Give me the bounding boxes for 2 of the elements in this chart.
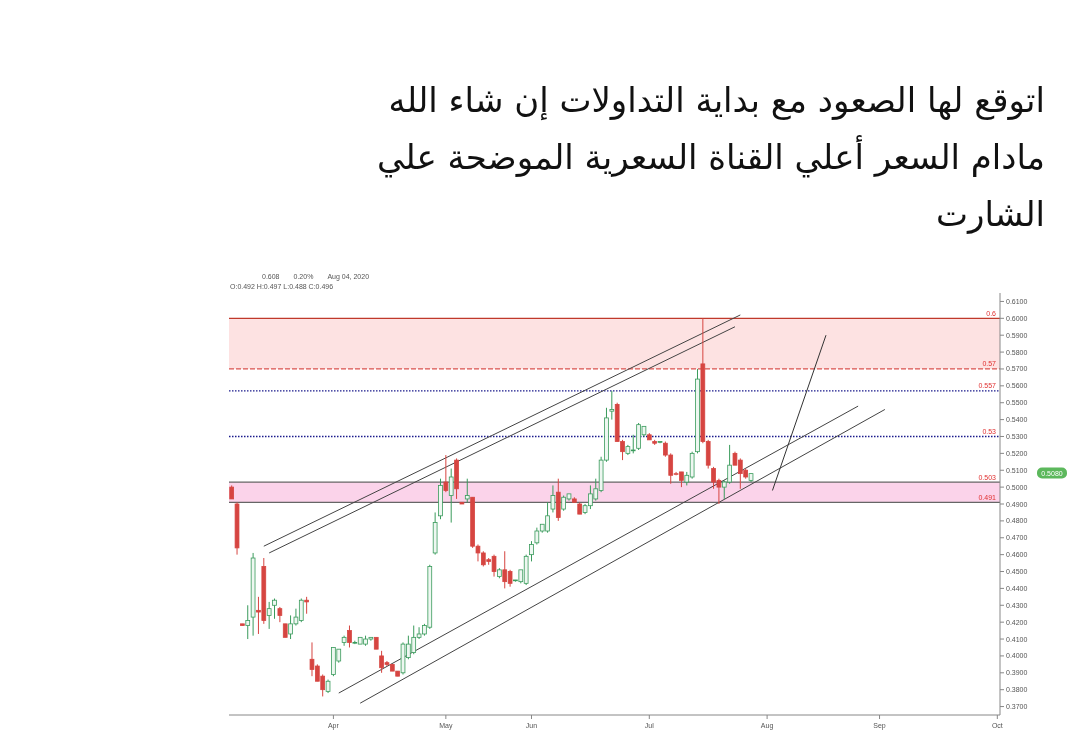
chart-title: اتوقع لها الصعود مع بداية التداولات إن شاء الله [387,79,1045,122]
chart-subtitle: مادام السعر أعلي القناة السعرية الموضحة علي الشارت [375,134,1045,236]
